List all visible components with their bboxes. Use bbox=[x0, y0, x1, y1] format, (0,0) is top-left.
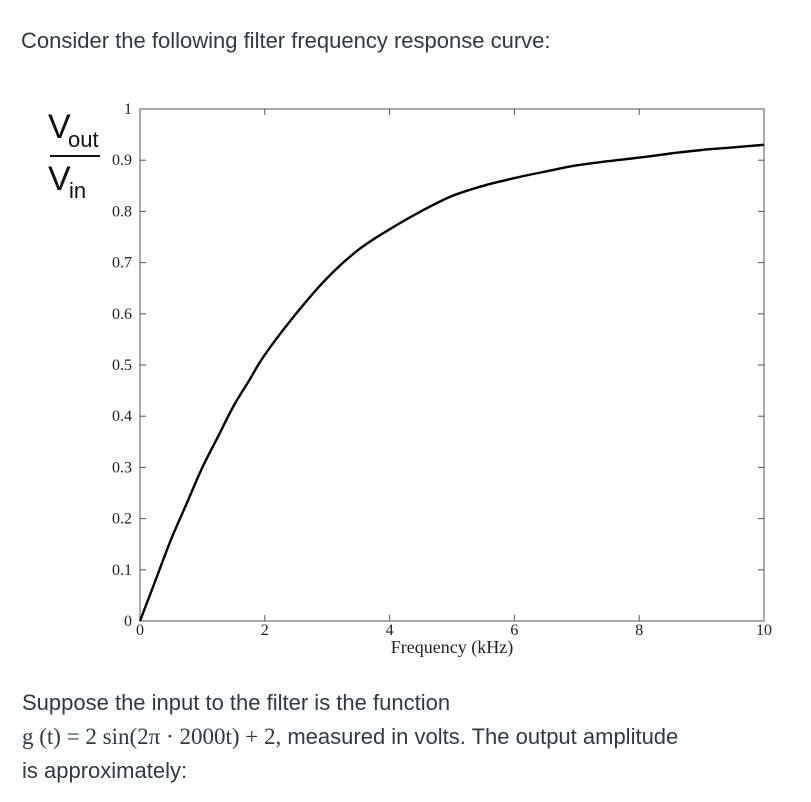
y-tick-label: 1 bbox=[124, 101, 132, 118]
y-tick-label: 0.1 bbox=[112, 562, 132, 579]
x-tick-label: 0 bbox=[136, 622, 144, 639]
question-line-1: Suppose the input to the filter is the f… bbox=[22, 690, 451, 715]
x-tick-label: 6 bbox=[510, 622, 518, 639]
y-label-subscript-out: out bbox=[68, 127, 99, 152]
response-curve bbox=[138, 143, 765, 622]
y-axis-ticks: 0 0.1 0.2 0.3 0.4 0.5 0.6 0.7 0.8 0.9 1 bbox=[112, 101, 764, 630]
plot-frame bbox=[139, 108, 765, 622]
question-line-3: is approximately: bbox=[22, 758, 188, 783]
y-tick-label: 0.2 bbox=[112, 511, 132, 528]
y-tick-label: 0.8 bbox=[112, 203, 132, 220]
frequency-response-chart: 0 2 4 6 8 10 0 0.1 0.2 0.3 0.4 0.5 0.6 0.7 0.8 0.9 1 Fr… bbox=[48, 101, 772, 658]
y-label-v-bottom: V bbox=[48, 160, 71, 198]
y-axis-label: V out V in bbox=[48, 108, 100, 203]
x-axis-ticks: 0 2 4 6 8 10 bbox=[136, 109, 772, 639]
x-tick-label: 8 bbox=[635, 622, 643, 639]
x-axis-label: Frequency (kHz) bbox=[391, 637, 513, 658]
y-tick-label: 0.5 bbox=[112, 357, 132, 374]
y-tick-label: 0.6 bbox=[112, 306, 132, 323]
y-tick-label: 0.9 bbox=[112, 152, 132, 169]
x-tick-label: 2 bbox=[261, 622, 269, 639]
y-tick-label: 0 bbox=[124, 613, 132, 630]
y-label-v-top: V bbox=[48, 108, 71, 146]
question-text: Suppose the input to the filter is the f… bbox=[22, 686, 797, 788]
input-function-formula: g (t) = 2 sin(2π · 2000t) + 2, bbox=[22, 724, 282, 749]
y-label-subscript-in: in bbox=[69, 178, 86, 203]
question-line-2-rest: measured in volts. The output amplitude bbox=[281, 724, 679, 749]
y-tick-label: 0.7 bbox=[112, 255, 132, 272]
x-tick-label: 10 bbox=[756, 622, 772, 639]
y-tick-label: 0.4 bbox=[112, 408, 132, 425]
y-tick-label: 0.3 bbox=[112, 459, 132, 476]
question-line-2: g (t) = 2 sin(2π · 2000t) + 2, measured … bbox=[22, 720, 797, 754]
x-tick-label: 4 bbox=[386, 622, 394, 639]
question-prompt: Consider the following filter frequency … bbox=[21, 28, 551, 53]
